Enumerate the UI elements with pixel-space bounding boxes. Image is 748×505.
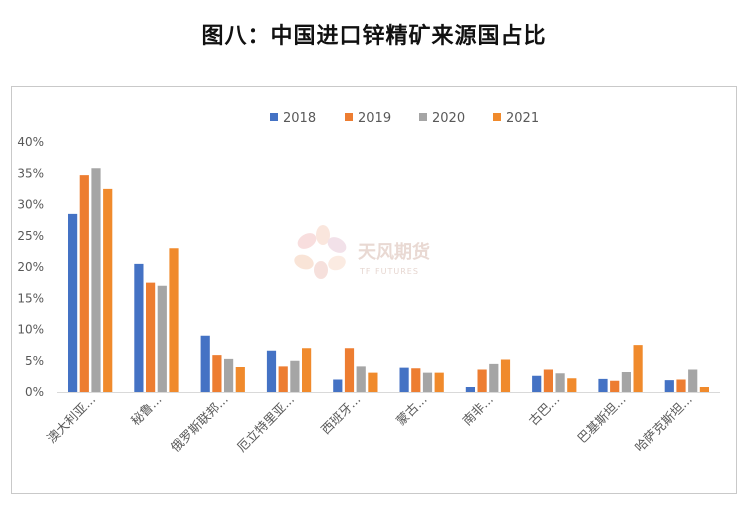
x-tick-label: 澳大利亚... (44, 392, 98, 446)
legend-label: 2018 (283, 111, 316, 126)
legend-swatch-2020 (419, 113, 427, 121)
bar-2021 (103, 188, 113, 393)
bar-2020 (224, 358, 234, 393)
legend: 2018 2019 2020 2021 (270, 111, 539, 126)
bar-2019 (543, 369, 553, 392)
bar-2018 (664, 380, 674, 393)
bar-2019 (146, 282, 156, 393)
bar-2018 (532, 375, 542, 392)
bar-2020 (621, 372, 631, 392)
bar-2021 (633, 345, 643, 393)
chart-frame (11, 86, 737, 494)
bar-2021 (235, 367, 245, 392)
watermark-sub: TF FUTURES (359, 267, 419, 276)
legend-label: 2019 (358, 111, 391, 126)
bar-2021 (500, 359, 511, 392)
legend-swatch-2021 (493, 113, 501, 121)
bar-2021 (567, 378, 577, 392)
y-axis: 0% 5% 10% 15% 20% 25% 30% 35% 40% (17, 135, 44, 399)
x-tick-label: 蒙古... (393, 392, 430, 429)
bar-2019 (411, 368, 421, 392)
x-tick-label: 南非... (459, 392, 496, 429)
bar-2018 (333, 379, 343, 392)
y-tick-label: 0% (25, 385, 44, 399)
legend-label: 2021 (506, 111, 539, 126)
y-tick-label: 35% (17, 166, 44, 180)
bar-2020 (157, 285, 167, 392)
bar-2019 (79, 175, 89, 392)
page-title: 图八：中国进口锌精矿来源国占比 (201, 24, 547, 49)
bar-2020 (688, 369, 698, 392)
bar-2019 (212, 355, 222, 393)
bar-2019 (676, 379, 686, 392)
bar-2018 (200, 335, 210, 392)
watermark-logo (294, 225, 347, 279)
y-tick-label: 25% (17, 229, 44, 243)
x-tick-label: 巴基斯坦... (574, 392, 628, 446)
x-tick-label: 西班牙... (318, 392, 364, 438)
bar-2020 (91, 168, 101, 392)
y-tick-label: 30% (17, 198, 44, 212)
bar-2020 (356, 366, 366, 393)
legend-label: 2020 (432, 111, 465, 126)
bar-2019 (477, 369, 487, 392)
bar-2021 (169, 248, 179, 392)
bar-2018 (598, 378, 608, 393)
y-tick-label: 40% (17, 135, 44, 149)
y-tick-label: 5% (25, 354, 44, 368)
bar-2018 (266, 350, 277, 392)
bar-2019 (610, 380, 620, 392)
x-tick-label: 哈萨克斯坦... (632, 392, 695, 455)
bar-2019 (278, 366, 288, 393)
legend-swatch-2019 (345, 113, 353, 121)
bar-2018 (68, 213, 78, 392)
bar-2018 (134, 263, 144, 393)
bar-2020 (555, 373, 565, 392)
bar-2018 (465, 387, 475, 392)
x-tick-label: 秘鲁... (128, 392, 165, 429)
bar-2019 (344, 348, 355, 392)
bar-2020 (422, 372, 433, 393)
x-tick-label: 俄罗斯联邦... (168, 392, 231, 455)
bar-2020 (489, 363, 499, 393)
bar-2020 (290, 360, 300, 392)
bar-2021 (368, 372, 378, 393)
bar-2021 (434, 372, 444, 393)
bar-2021 (302, 348, 312, 392)
y-tick-label: 10% (17, 323, 44, 337)
y-tick-label: 20% (17, 260, 44, 274)
x-axis: 澳大利亚... 秘鲁... 俄罗斯联邦... 厄立特里亚... 西班牙... 蒙古... 南… (44, 392, 720, 455)
x-tick-label: 古巴... (526, 392, 563, 429)
legend-swatch-2018 (270, 113, 278, 121)
bar-series (68, 168, 709, 393)
x-tick-label: 厄立特里亚... (234, 392, 297, 455)
watermark-brand: 天风期货 (358, 241, 430, 263)
bar-2018 (399, 367, 409, 393)
bar-2021 (699, 387, 709, 392)
y-tick-label: 15% (17, 291, 44, 305)
